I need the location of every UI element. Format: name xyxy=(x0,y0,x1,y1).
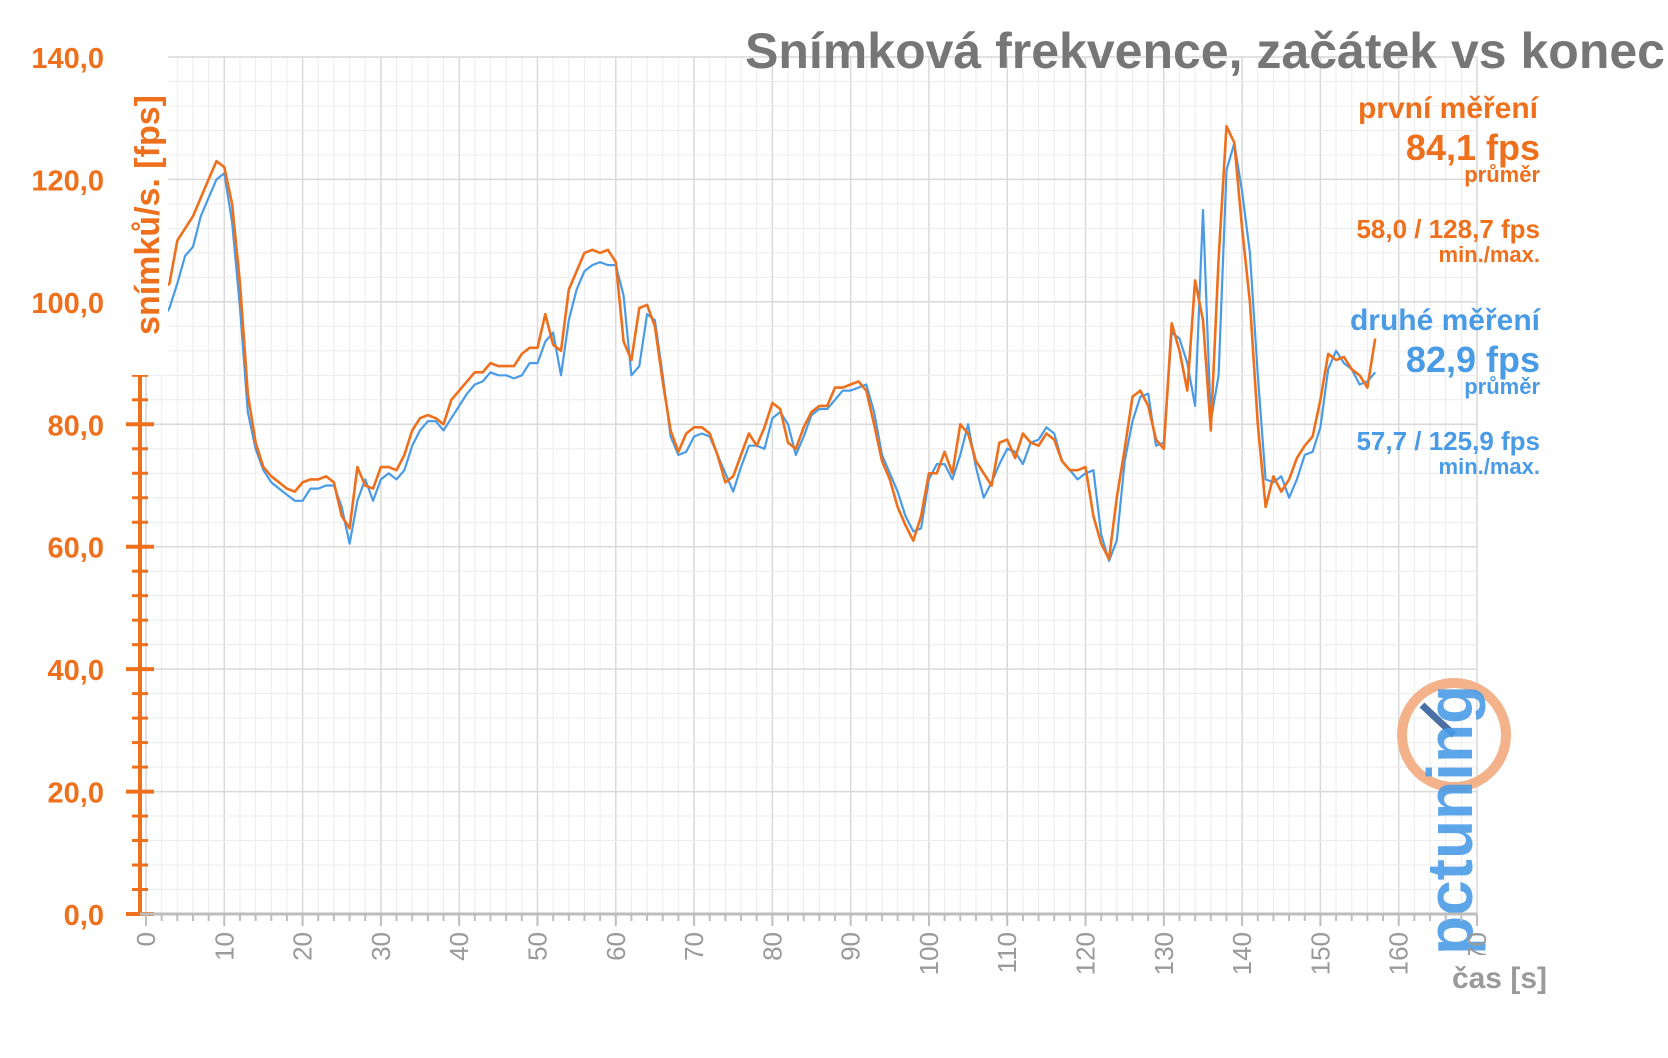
gauge-icon xyxy=(1397,678,1511,792)
second-run-average-label: průměr xyxy=(1464,374,1540,399)
ylabel-backdrop xyxy=(124,55,168,375)
y-tick-label: 40,0 xyxy=(48,655,104,687)
second-run-minmax-label: min./max. xyxy=(1439,454,1540,479)
x-tick-label: 40 xyxy=(444,932,474,961)
x-tick-label: 160 xyxy=(1384,932,1414,975)
y-tick-label: 100,0 xyxy=(31,288,104,320)
x-tick-label: 90 xyxy=(836,932,866,961)
y-tick-label: 120,0 xyxy=(31,165,104,197)
logo-text: pctuning xyxy=(1414,685,1486,955)
y-tick-label: 140,0 xyxy=(31,43,104,75)
x-tick-label: 20 xyxy=(288,932,318,961)
y-tick-labels: 0,0 20,0 40,0 60,0 80,0 100,0 120,0 140,0 xyxy=(31,43,104,932)
x-tick-label: 0 xyxy=(131,932,161,946)
series-line-first-run xyxy=(144,124,1377,561)
second-run-average: 82,9 fps xyxy=(1406,339,1540,380)
x-tick-label: 30 xyxy=(366,932,396,961)
chart-title: Snímková frekvence, začátek vs konec xyxy=(745,23,1665,79)
first-run-heading: první měření xyxy=(1358,92,1540,125)
x-axis xyxy=(140,912,1478,926)
y-axis-label: snímků/s. [fps] xyxy=(129,95,167,335)
y-tick-label: 60,0 xyxy=(48,533,104,565)
x-tick-label: 130 xyxy=(1149,932,1179,975)
x-axis-label: čas [s] xyxy=(1452,962,1547,995)
y-tick-label: 20,0 xyxy=(48,778,104,810)
first-run-minmax-label: min./max. xyxy=(1439,242,1540,267)
first-run-average: 84,1 fps xyxy=(1406,127,1540,168)
x-tick-label: 120 xyxy=(1071,932,1101,975)
x-tick-label: 80 xyxy=(757,932,787,961)
x-tick-label: 10 xyxy=(209,932,239,961)
first-run-annotation: první měření 84,1 fps průměr 58,0 / 128,… xyxy=(1356,92,1540,267)
second-run-heading: druhé měření xyxy=(1350,304,1542,337)
second-run-minmax: 57,7 / 125,9 fps xyxy=(1356,426,1540,456)
pctuning-logo: pctuning xyxy=(1397,678,1511,955)
x-tick-labels: 0 10 20 30 40 50 60 70 80 90 100 110 120 130 140 150 160… xyxy=(131,932,1492,975)
x-tick-label: 100 xyxy=(914,932,944,975)
x-tick-label: 70 xyxy=(679,932,709,961)
xlabel-backdrop xyxy=(1435,955,1555,995)
second-run-annotation: druhé měření 82,9 fps průměr 57,7 / 125,… xyxy=(1350,304,1542,479)
first-run-average-label: průměr xyxy=(1464,162,1540,187)
y-tick-label: 80,0 xyxy=(48,410,104,442)
x-tick-label: 50 xyxy=(522,932,552,961)
x-tick-label: 60 xyxy=(601,932,631,961)
series-lines xyxy=(144,124,1377,562)
y-tick-label: 0,0 xyxy=(64,900,104,932)
x-tick-label: 140 xyxy=(1227,932,1257,975)
x-tick-label: 150 xyxy=(1305,932,1335,975)
x-tick-label: 110 xyxy=(992,932,1022,973)
first-run-minmax: 58,0 / 128,7 fps xyxy=(1356,214,1540,244)
